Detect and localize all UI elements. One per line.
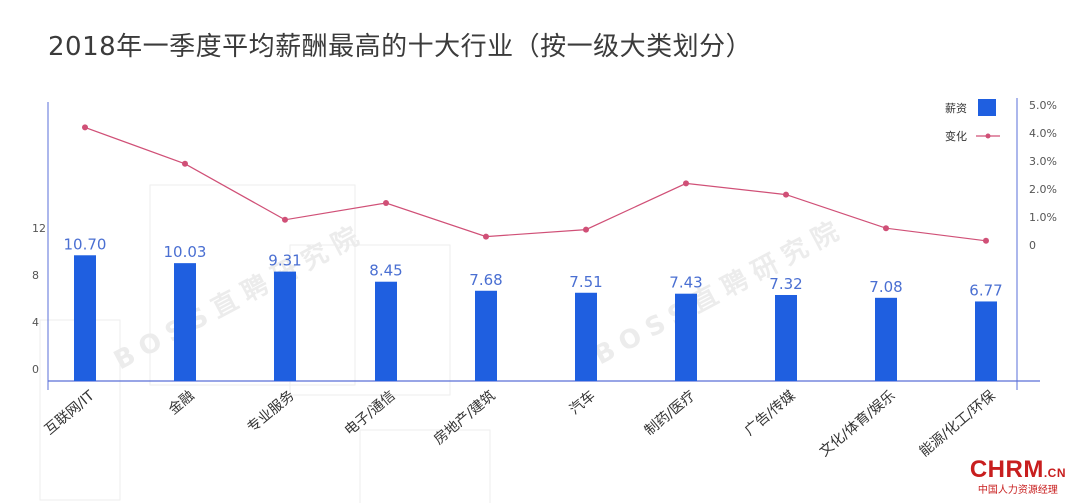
category-label: 专业服务: [244, 388, 297, 436]
y-right-tick-label: 2.0%: [1029, 183, 1057, 196]
bar-value-label: 7.08: [869, 278, 902, 296]
change-line: [84, 126, 987, 242]
y-left-tick-label: 8: [32, 269, 39, 282]
y-left-tick-label: 0: [32, 363, 39, 376]
bar-0: [74, 255, 96, 381]
bar-6: [675, 293, 697, 381]
legend-label-bar: 薪资: [945, 102, 967, 115]
change-point-8: [883, 225, 889, 232]
bar-value-label: 10.70: [64, 235, 107, 253]
change-point-3: [383, 200, 389, 206]
bar-1: [174, 263, 196, 381]
category-label: 房地产/建筑: [431, 388, 499, 448]
bar-value-label: 7.68: [469, 271, 502, 289]
y-right-tick-label: 0: [1029, 239, 1036, 252]
bar-value-label: 8.45: [369, 262, 402, 280]
chrm-logo: CHRM.CN 中国人力资源经理: [970, 458, 1066, 497]
category-label: 金融: [166, 388, 198, 418]
y-right-tick-label: 1.0%: [1029, 211, 1057, 224]
background-box-0: [149, 184, 356, 386]
change-point-9: [983, 237, 989, 244]
y-right-tick-label: 4.0%: [1029, 127, 1057, 140]
bar-2: [274, 271, 296, 381]
category-label: 电子/通信: [342, 388, 399, 439]
change-point-4: [483, 233, 489, 240]
bar-8: [875, 297, 897, 381]
y-right-tick-label: 3.0%: [1029, 155, 1057, 168]
y-left-tick-label: 4: [32, 316, 39, 329]
category-label: 广告/传媒: [742, 388, 799, 439]
bar-value-label: 10.03: [164, 243, 207, 261]
bar-value-label: 6.77: [969, 281, 1002, 299]
category-label: 互联网/IT: [42, 388, 98, 439]
legend-swatch-bar: [978, 99, 996, 116]
y-right-tick-label: 5.0%: [1029, 99, 1057, 112]
bar-7: [775, 294, 797, 381]
bar-value-label: 9.31: [268, 252, 301, 270]
bar-value-label: 7.43: [669, 274, 702, 292]
logo-suffix: .CN: [1043, 466, 1066, 480]
watermark-text: BOSS直聘研究院: [589, 212, 851, 371]
legend-label-line: 变化: [945, 129, 967, 143]
category-label: 制药/医疗: [642, 388, 699, 439]
logo-subtitle: 中国人力资源经理: [977, 485, 1058, 496]
bar-value-label: 7.51: [569, 273, 602, 291]
y-left-tick-label: 12: [32, 222, 46, 235]
legend-swatch-point: [985, 133, 991, 139]
category-label: 能源/化工/环保: [917, 388, 999, 460]
logo-main: CHRM: [969, 456, 1044, 483]
change-point-6: [683, 180, 689, 187]
watermark-text: BOSS直聘研究院: [109, 217, 371, 376]
change-point-7: [783, 191, 789, 198]
category-label: 汽车: [566, 387, 598, 418]
background-box-2: [359, 429, 491, 503]
change-point-1: [182, 160, 188, 167]
change-point-2: [282, 216, 288, 223]
bar-value-label: 7.32: [769, 275, 802, 293]
bar-4: [475, 290, 497, 381]
bar-5: [575, 292, 597, 381]
change-point-5: [583, 226, 589, 233]
change-point-0: [82, 124, 88, 131]
category-label: 文化/体育/娱乐: [817, 388, 899, 460]
chart-title: 2018年一季度平均薪酬最高的十大行业（按一级大类划分）: [48, 32, 753, 62]
bar-9: [975, 301, 997, 381]
bar-3: [375, 281, 397, 381]
